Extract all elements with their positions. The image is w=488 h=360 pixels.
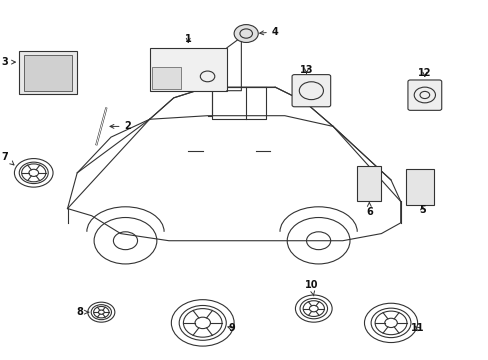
- Text: 7: 7: [1, 152, 14, 165]
- FancyBboxPatch shape: [149, 48, 226, 91]
- Bar: [24, 55, 72, 91]
- Text: 8: 8: [76, 307, 88, 317]
- Text: 2: 2: [110, 121, 131, 131]
- Bar: [152, 67, 181, 89]
- Circle shape: [234, 24, 258, 42]
- Bar: [19, 51, 77, 94]
- Text: 10: 10: [304, 280, 318, 296]
- Bar: [405, 169, 434, 205]
- Text: 11: 11: [410, 323, 424, 333]
- Bar: [357, 166, 381, 202]
- FancyBboxPatch shape: [291, 75, 330, 107]
- Text: 12: 12: [417, 68, 431, 78]
- Text: 3: 3: [1, 57, 15, 67]
- FancyBboxPatch shape: [407, 80, 441, 111]
- Text: 6: 6: [365, 202, 372, 217]
- Text: 1: 1: [184, 34, 191, 44]
- Text: 9: 9: [227, 323, 235, 333]
- Text: 13: 13: [299, 65, 313, 75]
- Text: 5: 5: [418, 205, 425, 215]
- Text: 4: 4: [259, 27, 278, 37]
